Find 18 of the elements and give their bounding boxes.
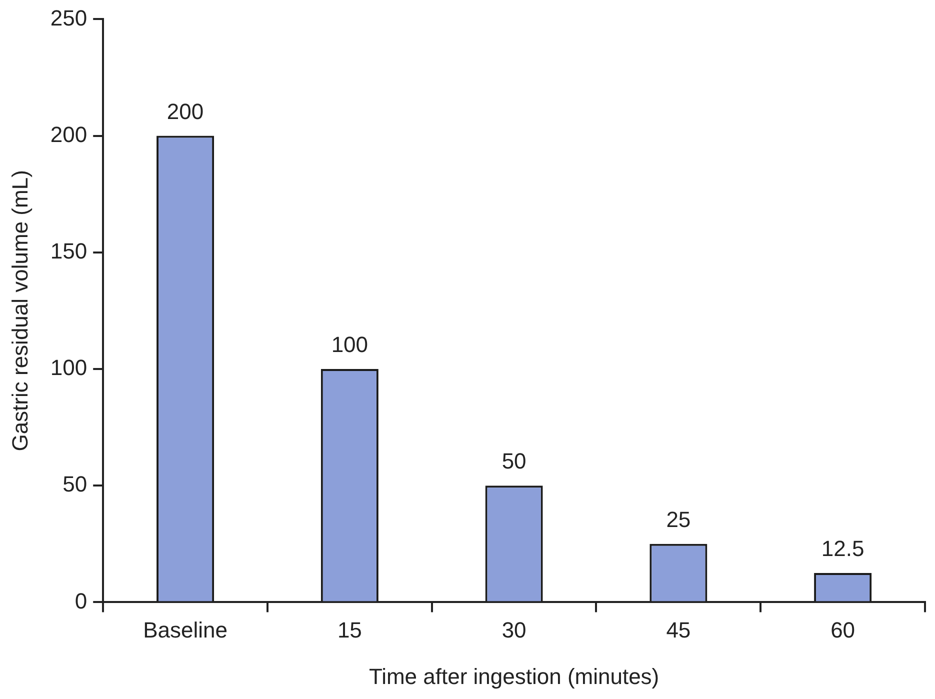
x-tick-label: 15 (337, 617, 362, 642)
data-label: 12.5 (821, 536, 864, 562)
y-tick-label: 50 (62, 472, 88, 497)
x-tick-label: 30 (502, 617, 526, 642)
x-tick-label: 60 (830, 617, 856, 642)
data-label: 25 (666, 506, 691, 532)
x-axis-title: Time after ingestion (minutes) (368, 664, 660, 689)
y-tick-label: 150 (50, 238, 88, 264)
data-label: 50 (502, 448, 526, 474)
y-tick-label: 0 (74, 588, 88, 614)
y-tick-label: 250 (50, 5, 88, 30)
y-tick-label: 200 (50, 122, 88, 147)
y-axis-title: Gastric residual volume (mL) (7, 170, 32, 452)
x-tick-label: 45 (666, 617, 691, 642)
y-tick-label: 100 (50, 355, 88, 380)
x-tick-label: Baseline (143, 617, 228, 642)
data-label: 100 (331, 332, 368, 358)
data-label: 200 (166, 98, 204, 124)
